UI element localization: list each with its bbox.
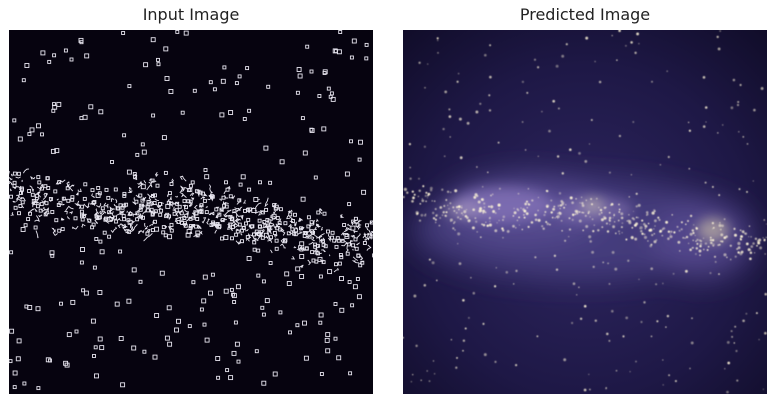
input-image-background — [9, 30, 373, 394]
input-image — [9, 30, 373, 394]
input-image-canvas — [9, 30, 373, 394]
predicted-image-canvas — [403, 30, 767, 394]
predicted-image-title: Predicted Image — [403, 4, 767, 26]
predicted-image — [403, 30, 767, 394]
input-image-title: Input Image — [9, 4, 373, 26]
